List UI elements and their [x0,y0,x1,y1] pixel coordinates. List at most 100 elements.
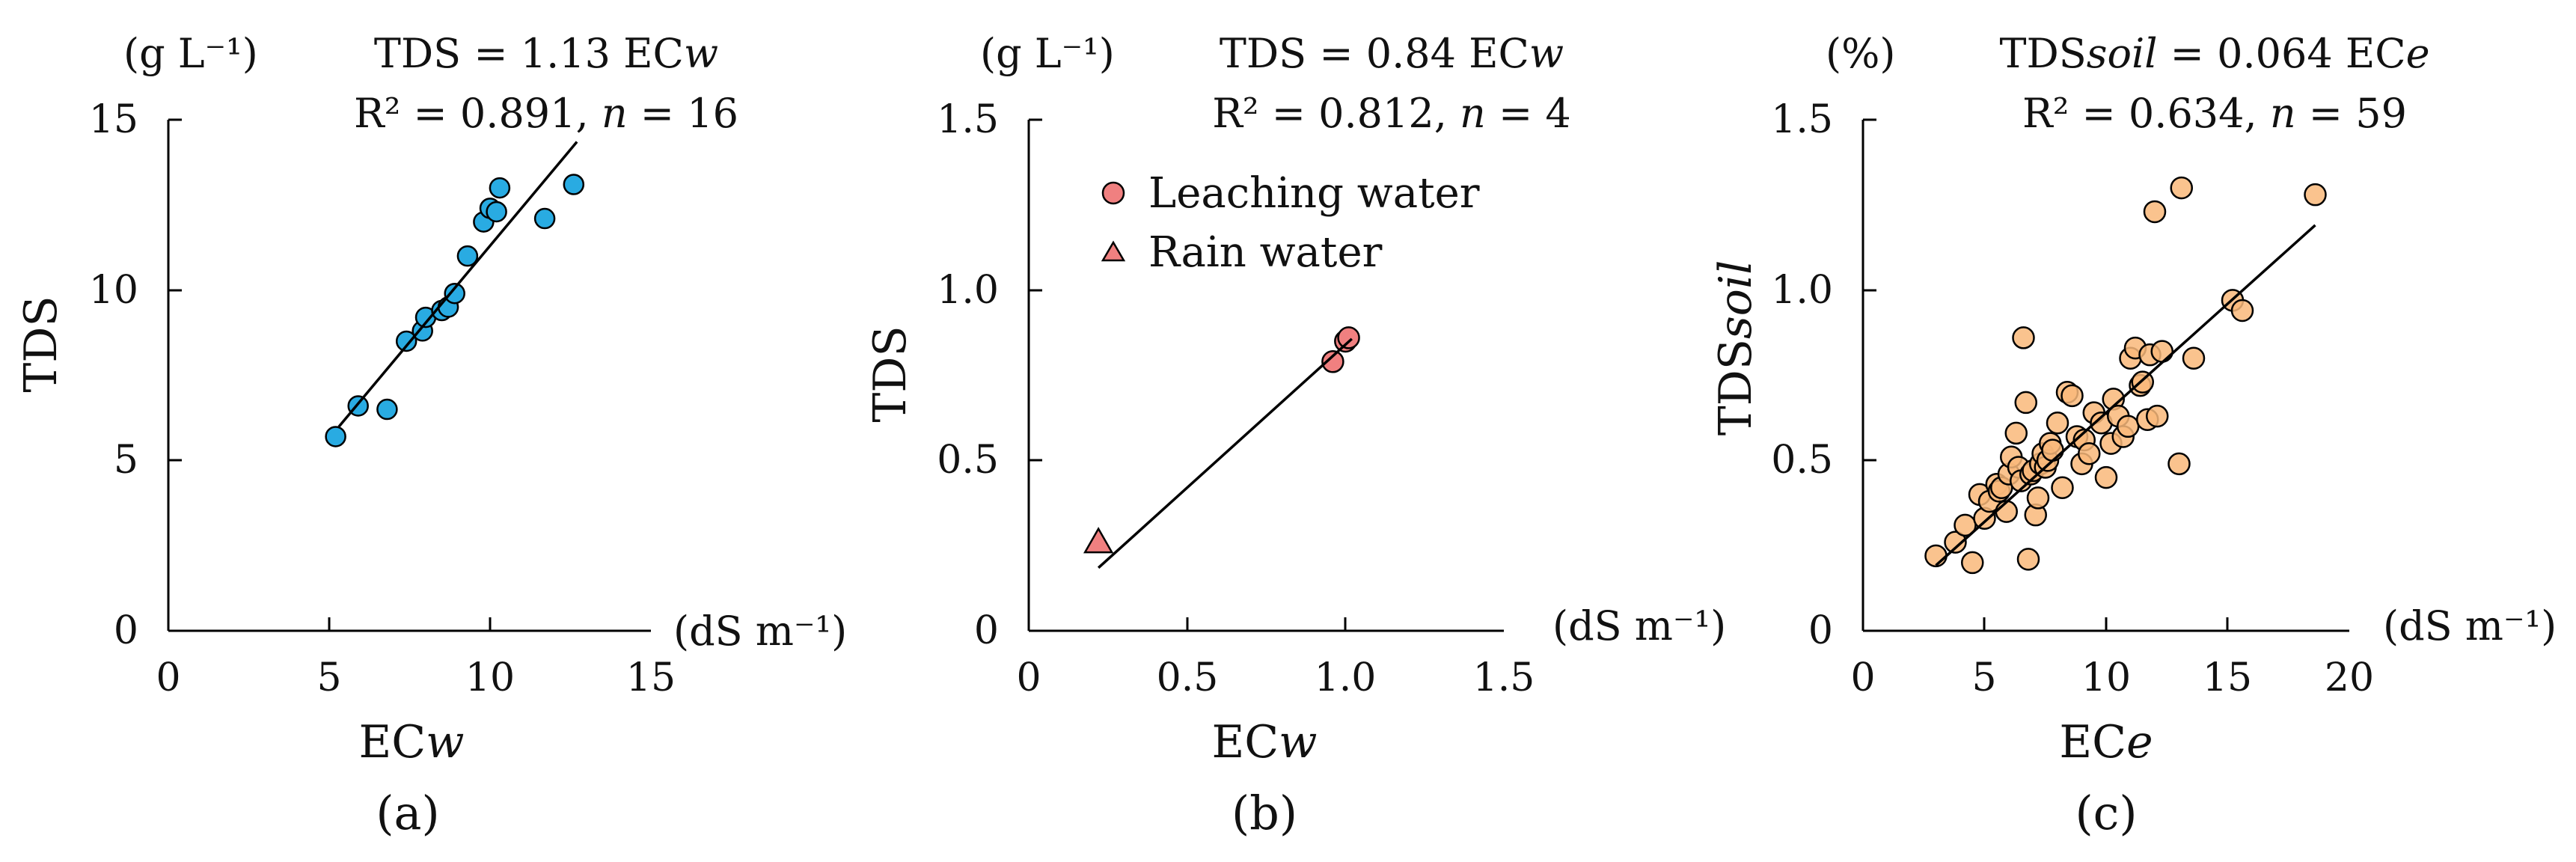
panel-a: (g L⁻¹) TDS = 1.13 ECw R² = 0.891, n = 1… [15,30,847,840]
panel-c-r2: R² = 0.634, n = 59 [2022,90,2407,137]
panel-b: (g L⁻¹) TDS = 0.84 ECw R² = 0.812, n = 4… [864,30,1726,840]
soil-samples-point-55 [2167,452,2191,476]
legend-rain-water-label: Rain water [1148,228,1383,277]
panel-c-x-units: (dS m⁻¹) [2383,602,2557,649]
water-samples-point-9 [444,282,465,305]
panel-a-y-ticks: 0 5 10 15 [89,97,182,653]
panel-a-x-tick-label: 0 [156,655,180,700]
panel-c-x-label-main: EC [2059,716,2126,768]
soil-samples-point-60 [2304,183,2327,207]
panel-b-x-tick-label: 0.5 [1157,655,1219,700]
panel-c-equation-sub: soil [2087,30,2158,77]
soil-samples-point-17 [2012,326,2035,349]
panel-b-plot-area [1083,326,1360,569]
panel-b-y-ticks: 0 0.5 1.0 1.5 [937,97,1042,653]
panel-c-x-label-var: e [2126,716,2153,768]
panel-c-plot-area [1924,176,2327,575]
panel-b-r2-text: R² = 0.812, [1212,90,1460,137]
panel-a-r2: R² = 0.891, n = 16 [354,90,738,137]
panel-b-y-tick-label: 1.5 [937,97,999,142]
panel-c-x-tick-label: 15 [2203,655,2252,700]
panel-b-y-tick-label: 0.5 [937,438,999,483]
panel-b-x-tick-label: 0 [1016,655,1041,700]
panel-c-n-var: n [2270,90,2296,137]
panel-b-y-units: (g L⁻¹) [980,30,1115,77]
panel-a-y-tick-label: 0 [114,608,138,653]
panel-c-y-label-main: TDS [1710,339,1762,435]
soil-samples-point-57 [2182,346,2206,370]
soil-samples-point-18 [2014,391,2037,415]
regression-line [1097,337,1353,569]
soil-samples-point-30 [2046,411,2069,435]
water-samples-point-15 [533,207,556,230]
water-samples-point-14 [489,177,511,199]
panel-a-x-label-main: EC [358,716,426,768]
panel-a-n-text: = 16 [628,90,738,137]
panel-b-legend: Leaching water Rain water [1101,169,1480,277]
panel-c-r2-text: R² = 0.634, [2022,90,2270,137]
panel-a-equation-lhs: TDS = 1.13 EC [374,30,684,77]
legend-leaching-water-label: Leaching water [1148,169,1480,218]
panel-c-equation-lhs: TDS [1999,30,2086,77]
water-samples-point-3 [376,398,398,421]
soil-samples-point-37 [2078,441,2101,465]
panel-b-x-tick-label: 1.5 [1473,655,1535,700]
water-samples-point-13 [486,201,507,223]
panel-c-x-tick-label: 0 [1850,655,1875,700]
leaching-water-point-1 [1321,350,1344,373]
soil-samples-point-4 [1961,551,1984,575]
panel-c-n-text: = 59 [2296,90,2407,137]
panel-a-y-tick-label: 10 [89,268,138,313]
panel-b-n-var: n [1460,90,1486,137]
panel-a-plot-area [325,141,585,447]
panel-b-x-label-var: w [1279,716,1317,768]
panel-c-y-label-var: soil [1710,260,1762,339]
panel-a-x-label: ECw [358,716,464,768]
panel-c-y-tick-label: 1.0 [1771,268,1833,313]
panel-b-y-label: TDS [864,325,917,422]
soil-samples-point-31 [2051,476,2074,500]
panel-c-equation-rhs: = 0.064 EC [2158,30,2406,77]
soil-samples-point-45 [2117,415,2140,438]
panel-b-equation-lhs: TDS = 0.84 EC [1220,30,1529,77]
soil-samples-point-11 [1995,500,2018,523]
panel-c-x-label: ECe [2059,716,2153,768]
panel-a-y-tick-label: 15 [89,97,138,142]
soil-samples-point-33 [2061,384,2084,408]
panel-c-y-tick-label: 0 [1808,608,1833,653]
soil-samples-point-56 [2170,176,2193,200]
panel-a-x-tick-label: 10 [465,655,515,700]
panel-b-y-tick-label: 0 [974,608,999,653]
soil-samples-point-29 [2041,438,2064,462]
panel-a-label: (a) [376,786,439,840]
panel-c-x-ticks: 0 5 10 15 20 [1850,617,2374,700]
water-samples-point-4 [395,330,417,352]
legend-rain-water-marker [1101,240,1126,262]
panel-b-equation: TDS = 0.84 ECw [1220,30,1564,77]
soil-samples-point-23 [2026,486,2050,510]
panel-b-x-ticks: 0 0.5 1.0 1.5 [1016,617,1535,700]
panel-a-x-tick-label: 5 [316,655,341,700]
soil-samples-point-19 [2016,548,2040,571]
soil-samples-point-54 [2150,340,2173,363]
panel-c-x-tick-label: 10 [2081,655,2131,700]
panel-c-x-tick-label: 20 [2325,655,2374,700]
panel-a-y-units: (g L⁻¹) [123,30,258,77]
panel-a-n-var: n [602,90,628,137]
regression-line [337,141,578,428]
rain-water-point-1 [1083,527,1114,554]
panel-a-equation: TDS = 1.13 ECw [374,30,718,77]
panel-b-x-tick-label: 1.0 [1315,655,1377,700]
panel-a-x-ticks: 0 5 10 15 [156,617,676,700]
panel-c-y-tick-label: 0.5 [1771,438,1833,483]
soil-samples-point-2 [1944,531,1967,554]
panel-b-x-label-main: EC [1211,716,1279,768]
panel-b-r2: R² = 0.812, n = 4 [1212,90,1571,137]
panel-a-equation-var: w [684,30,718,77]
soil-samples-point-53 [2146,404,2169,428]
panel-c-y-ticks: 0 0.5 1.0 1.5 [1771,97,1876,653]
panel-a-x-tick-label: 15 [626,655,676,700]
soil-samples-point-1 [1924,544,1948,568]
panel-a-y-tick-label: 5 [114,438,138,483]
panel-b-label: (b) [1232,786,1297,840]
